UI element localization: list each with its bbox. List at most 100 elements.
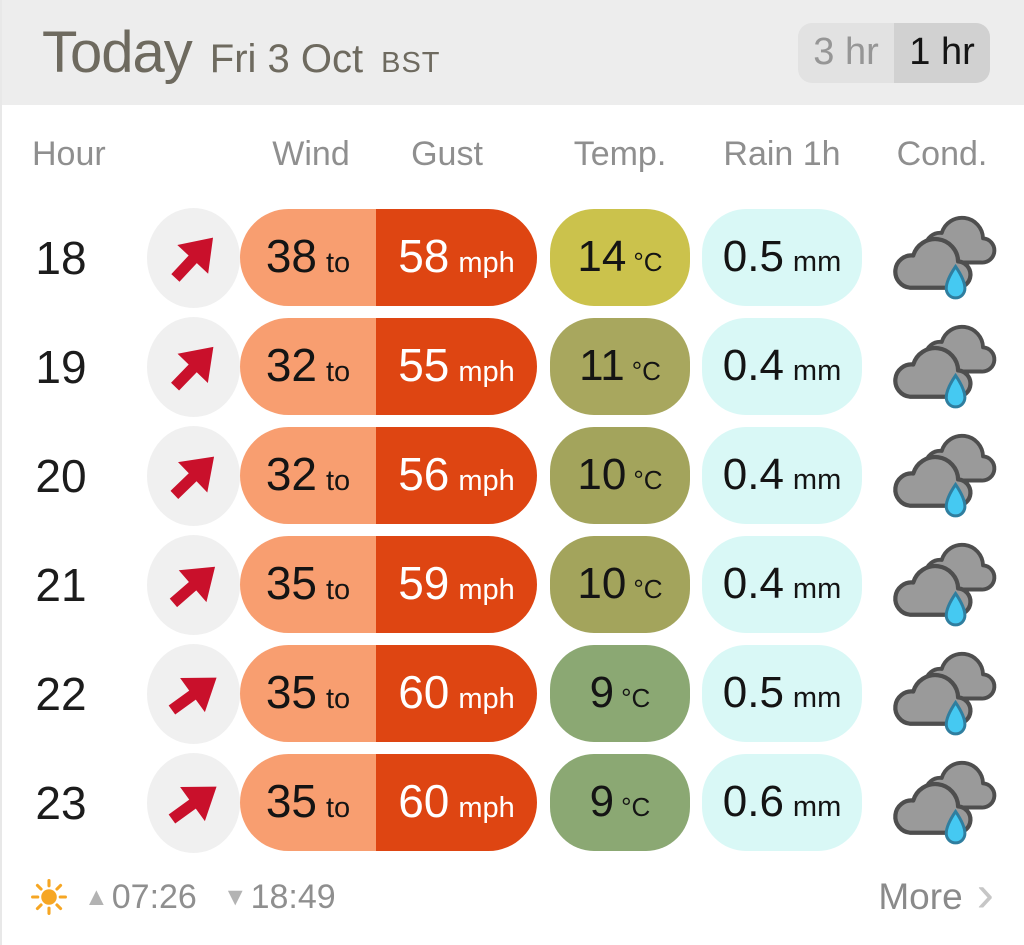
wind-gust-pill: 38 to 58 mph: [240, 209, 537, 306]
wind-arrow-icon: [150, 323, 238, 411]
wind-gust-pill: 32 to 55 mph: [240, 318, 537, 415]
mph-unit: mph: [458, 465, 515, 497]
rain-cloud-icon: [893, 324, 997, 408]
date-label: Fri 3 Oct: [209, 37, 364, 81]
rain-value: 0.6: [722, 777, 784, 826]
wind-gust-pill: 35 to 59 mph: [240, 536, 537, 633]
wind-speed-value: 35: [265, 775, 317, 827]
hour-label: 23: [35, 776, 87, 829]
gust-speed-value: 60: [398, 775, 450, 827]
wind-speed-value: 35: [265, 557, 317, 609]
hour-label: 22: [35, 667, 87, 720]
table-row: 20 32 to 56 mph 10 °C 0.4 mm: [2, 421, 1024, 530]
table-row: 18 38 to 58 mph 14 °C 0.5 mm: [2, 203, 1024, 312]
toggle-option-3hr[interactable]: 3 hr: [798, 22, 894, 83]
mm-unit: mm: [792, 682, 842, 714]
rain-cloud-icon: [893, 542, 997, 626]
temp-unit: °C: [633, 574, 663, 604]
sunset-time: 18:49: [250, 877, 336, 916]
timezone-label: BST: [381, 47, 441, 79]
column-headers: Hour Wind Gust Temp. Rain 1h Cond.: [2, 105, 1024, 203]
temp-value: 10: [577, 450, 627, 499]
mm-unit: mm: [792, 355, 842, 387]
gust-speed-value: 56: [398, 448, 450, 500]
to-label: to: [326, 356, 351, 388]
wind-direction-badge: [147, 207, 240, 308]
to-label: to: [326, 465, 351, 497]
wind-direction-badge: [147, 534, 240, 635]
interval-toggle[interactable]: 3 hr 1 hr: [798, 22, 990, 83]
rain-pill: 0.4 mm: [702, 536, 862, 633]
mm-unit: mm: [792, 791, 842, 823]
rain-pill: 0.5 mm: [702, 209, 862, 306]
rain-pill: 0.6 mm: [702, 754, 862, 851]
temp-unit: °C: [633, 247, 663, 277]
gust-speed-value: 60: [398, 666, 450, 718]
hour-label: 19: [35, 340, 87, 393]
rain-value: 0.4: [722, 341, 784, 390]
temp-pill: 10 °C: [550, 536, 690, 633]
temp-pill: 9 °C: [550, 645, 690, 742]
wind-gust-pill: 35 to 60 mph: [240, 754, 537, 851]
wind-arrow-icon: [150, 541, 237, 628]
table-row: 23 35 to 60 mph 9 °C 0.6 mm: [2, 748, 1024, 857]
table-row: 19 32 to 55 mph 11 °C 0.4 mm: [2, 312, 1024, 421]
forecast-table: 18 38 to 58 mph 14 °C 0.5 mm 19 32 to 55 mph 1…: [2, 203, 1024, 857]
hour-label: 18: [35, 231, 87, 284]
rain-cloud-icon: [893, 215, 997, 299]
temp-value: 9: [589, 777, 615, 826]
wind-gust-pill: 35 to 60 mph: [240, 645, 537, 742]
gust-speed-value: 58: [398, 230, 450, 282]
to-label: to: [326, 792, 351, 824]
col-rain-label: Rain 1h: [723, 134, 841, 173]
mph-unit: mph: [458, 247, 515, 279]
mph-unit: mph: [458, 792, 515, 824]
wind-direction-badge: [147, 643, 240, 744]
rain-value: 0.4: [722, 559, 784, 608]
toggle-option-1hr[interactable]: 1 hr: [894, 22, 990, 83]
to-label: to: [326, 574, 351, 606]
rain-pill: 0.5 mm: [702, 645, 862, 742]
temp-value: 14: [577, 232, 627, 281]
temp-value: 10: [577, 559, 627, 608]
hour-label: 21: [35, 558, 87, 611]
mph-unit: mph: [458, 356, 515, 388]
table-row: 21 35 to 59 mph 10 °C 0.4 mm: [2, 530, 1024, 639]
wind-direction-badge: [147, 425, 240, 526]
mm-unit: mm: [792, 246, 842, 278]
wind-arrow-icon: [150, 432, 238, 520]
gust-speed-value: 55: [398, 339, 450, 391]
header-titles: Today Fri 3 Oct BST: [42, 19, 441, 86]
to-label: to: [326, 683, 351, 715]
sunrise-time: 07:26: [111, 877, 197, 916]
wind-direction-badge: [147, 316, 240, 417]
wind-speed-value: 32: [265, 448, 317, 500]
sunrise-marker-icon: ▲: [84, 882, 109, 911]
more-label: More: [878, 876, 963, 917]
temp-pill: 14 °C: [550, 209, 690, 306]
rain-pill: 0.4 mm: [702, 427, 862, 524]
temp-value: 9: [589, 668, 615, 717]
temp-value: 11: [579, 341, 625, 390]
rain-value: 0.4: [722, 450, 784, 499]
temp-unit: °C: [631, 356, 661, 386]
mph-unit: mph: [458, 574, 515, 606]
temp-unit: °C: [621, 792, 651, 822]
wind-speed-value: 38: [265, 230, 317, 282]
temp-pill: 10 °C: [550, 427, 690, 524]
col-gust-label: Gust: [411, 134, 483, 173]
col-hour-label: Hour: [32, 134, 106, 173]
rain-cloud-icon: [893, 433, 997, 517]
wind-arrow-icon: [150, 650, 237, 737]
temp-pill: 11 °C: [550, 318, 690, 415]
wind-gust-pill: 32 to 56 mph: [240, 427, 537, 524]
temp-unit: °C: [621, 683, 651, 713]
wind-arrow-icon: [150, 214, 238, 302]
temp-unit: °C: [633, 465, 663, 495]
rain-pill: 0.4 mm: [702, 318, 862, 415]
footer: ▲ 07:26 ▼ 18:49 More ›: [2, 857, 1024, 945]
more-button[interactable]: More ›: [878, 865, 994, 923]
mm-unit: mm: [792, 573, 842, 605]
gust-speed-value: 59: [398, 557, 450, 609]
